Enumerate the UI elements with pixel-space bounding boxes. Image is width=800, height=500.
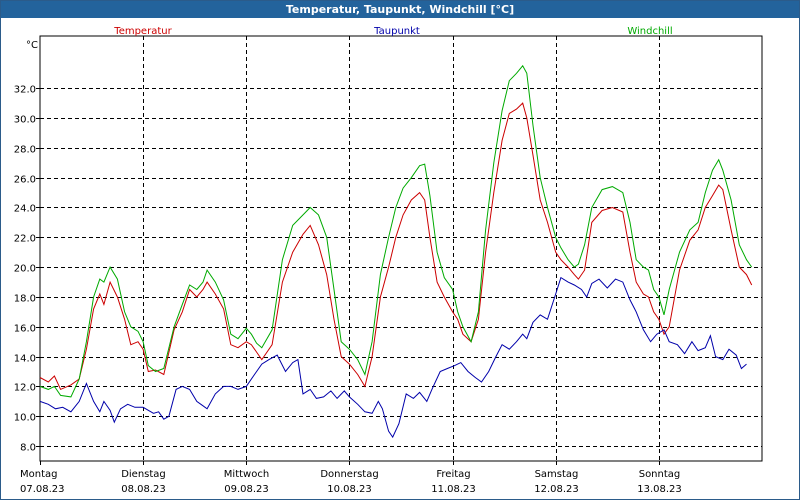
x-tick-day-label: Sonntag [639, 469, 681, 480]
y-tick-label: 10.0 [14, 413, 36, 424]
x-tick-day-label: Mittwoch [224, 469, 269, 480]
y-tick-label: 20.0 [14, 264, 36, 275]
x-tick-day-label: Montag [20, 469, 57, 480]
x-tick-date-label: 09.08.23 [224, 484, 269, 495]
legend: Temperatur Taupunkt Windchill [113, 26, 672, 37]
series-line-temperatur [39, 102, 753, 391]
legend-item-temperatur: Temperatur [113, 26, 172, 37]
y-tick-label: 22.0 [14, 234, 36, 245]
x-tick-date-label: 08.08.23 [121, 484, 166, 495]
y-axis-unit-label: °C [26, 40, 38, 51]
y-tick-label: 12.0 [14, 383, 36, 394]
x-tick-day-label: Freitag [436, 469, 470, 480]
x-tick-date-label: 11.08.23 [431, 484, 476, 495]
gridlines [40, 36, 762, 461]
y-axis-ticks: 8.0 10.0 12.0 14.0 16.0 18.0 20.0 22.0 24.0 26.0 2… [14, 85, 40, 454]
x-tick-date-label: 07.08.23 [20, 484, 65, 495]
y-tick-label: 18.0 [14, 294, 36, 305]
x-tick-date-label: 12.08.23 [534, 484, 579, 495]
x-axis-ticks: Montag 07.08.23 Dienstag 08.08.23 Mittwoch 09… [20, 461, 682, 495]
x-tick-day-label: Dienstag [121, 469, 166, 480]
series-line-windchill [39, 64, 753, 398]
x-tick-date-label: 13.08.23 [637, 484, 682, 495]
y-tick-label: 8.0 [20, 443, 36, 454]
legend-item-windchill: Windchill [627, 26, 672, 37]
x-tick-day-label: Samstag [535, 469, 579, 480]
y-tick-label: 14.0 [14, 354, 36, 365]
x-tick-day-label: Donnerstag [320, 469, 378, 480]
y-tick-label: 28.0 [14, 145, 36, 156]
x-tick-date-label: 10.08.23 [327, 484, 372, 495]
plot-area [39, 35, 763, 462]
y-tick-label: 16.0 [14, 324, 36, 335]
y-tick-label: 24.0 [14, 204, 36, 215]
series-lines [39, 64, 753, 439]
y-tick-label: 30.0 [14, 115, 36, 126]
legend-item-taupunkt: Taupunkt [373, 26, 420, 37]
chart-title: Temperatur, Taupunkt, Windchill [°C] [1, 1, 799, 18]
series-line-taupunkt [39, 276, 747, 439]
y-tick-label: 26.0 [14, 175, 36, 186]
y-tick-label: 32.0 [14, 85, 36, 96]
